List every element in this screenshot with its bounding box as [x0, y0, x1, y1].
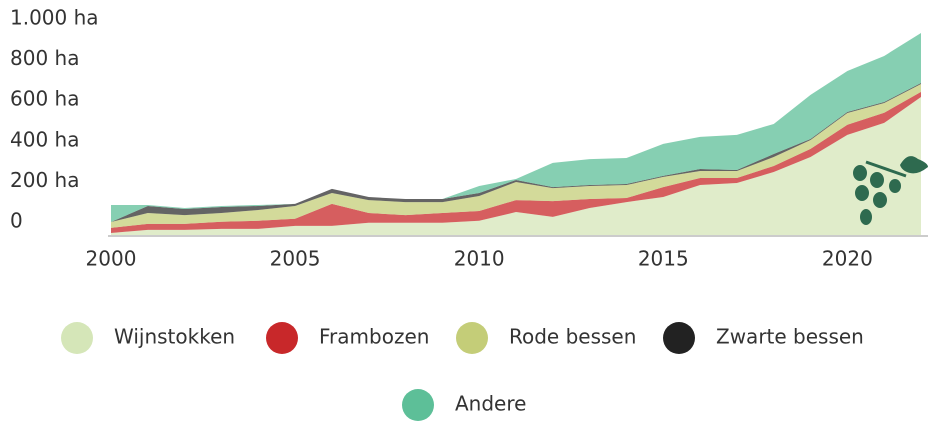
x-tick-label: 2015 [638, 247, 689, 271]
x-tick-label: 2020 [822, 247, 873, 271]
legend-swatch [266, 322, 298, 354]
area [111, 96, 921, 236]
y-tick-label: 400 ha [10, 127, 79, 151]
legend-swatch [456, 322, 488, 354]
legend-swatch [402, 389, 434, 421]
legend-label: Wijnstokken [114, 325, 235, 349]
area [111, 91, 921, 233]
x-tick-label: 2005 [270, 247, 321, 271]
y-tick-label: 200 ha [10, 168, 79, 192]
area [111, 83, 921, 228]
x-tick-label: 2010 [454, 247, 505, 271]
legend-label: Rode bessen [509, 325, 636, 349]
legend-swatch [663, 322, 695, 354]
x-tick-label: 2000 [86, 247, 137, 271]
y-tick-label: 0 [10, 209, 23, 233]
legend-label: Frambozen [319, 325, 429, 349]
y-tick-label: 1.000 ha [10, 6, 99, 30]
legend-label: Zwarte bessen [716, 325, 864, 349]
plot-area [111, 33, 921, 236]
legend-label: Andere [455, 392, 526, 416]
grape-icon [853, 156, 928, 225]
legend-swatch [61, 322, 93, 354]
y-tick-label: 800 ha [10, 46, 79, 70]
y-tick-label: 600 ha [10, 87, 79, 111]
